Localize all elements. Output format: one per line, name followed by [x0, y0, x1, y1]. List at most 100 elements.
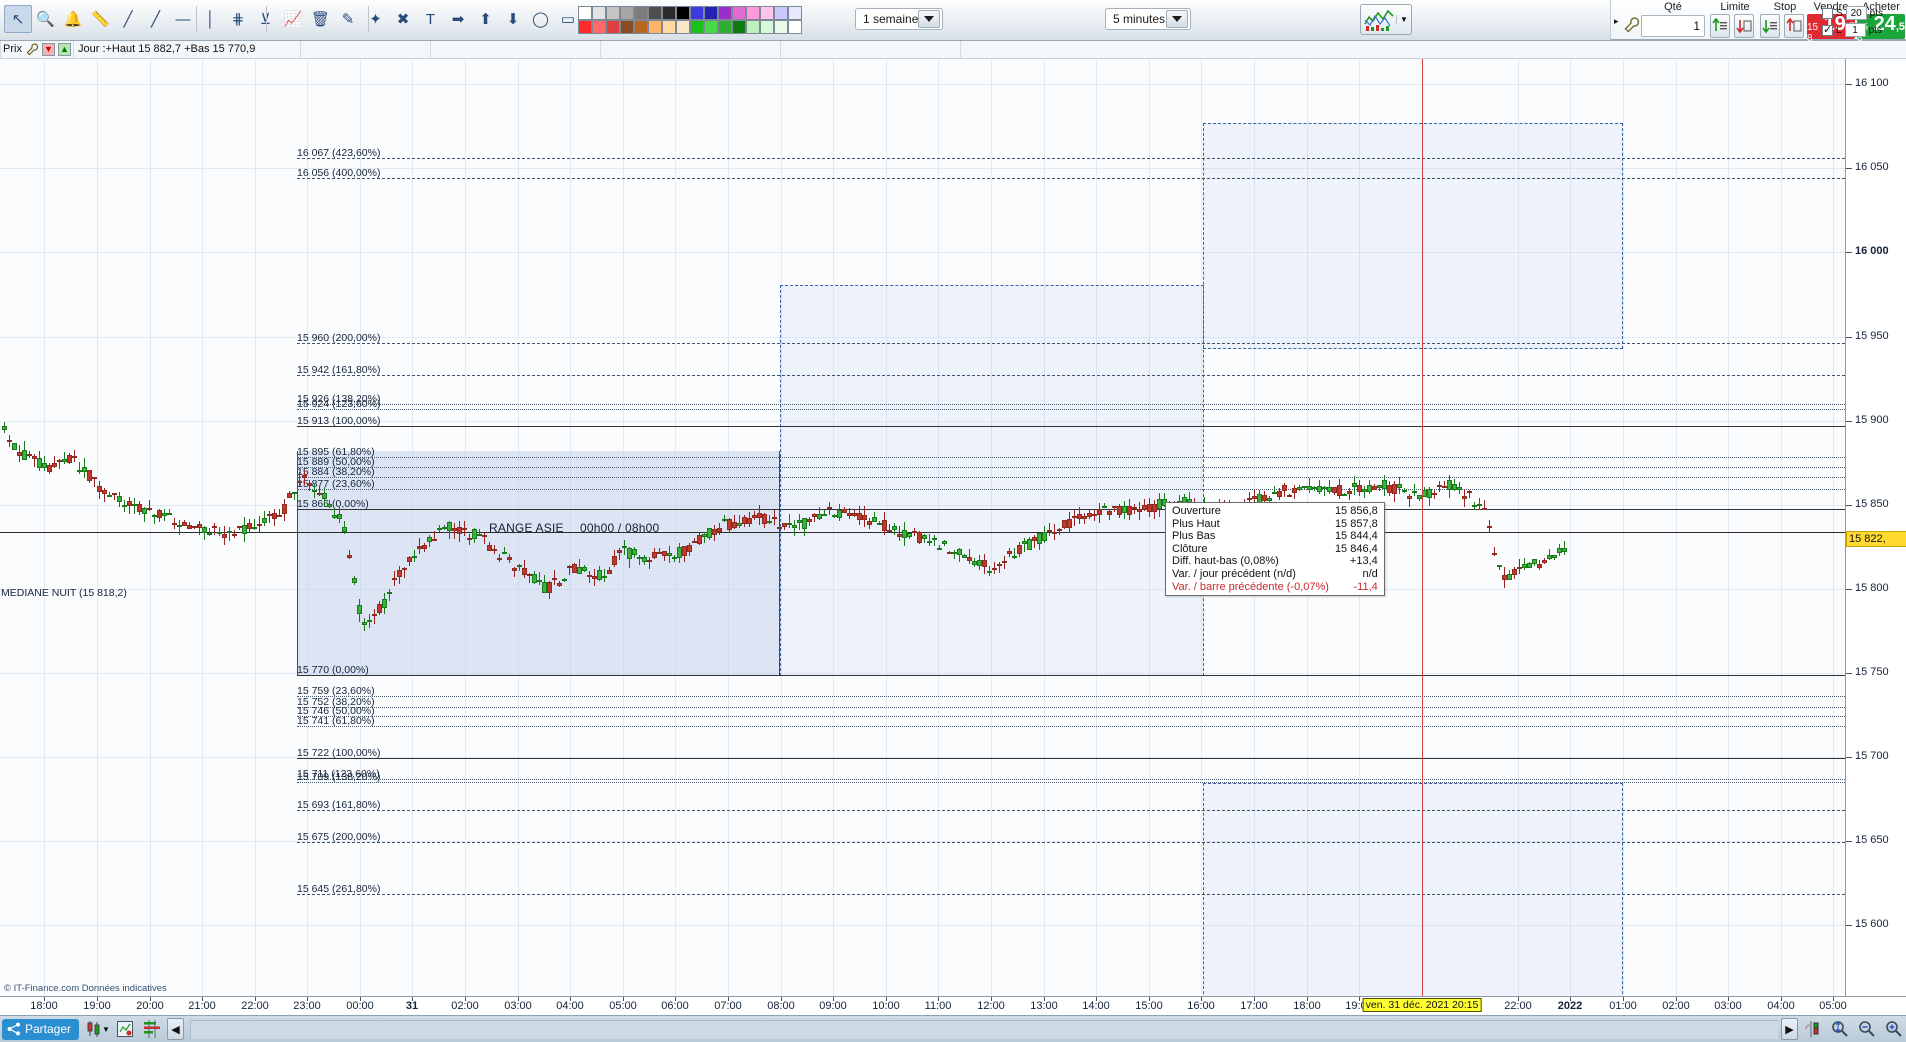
candlestick: [1427, 59, 1432, 996]
zoom-out-icon[interactable]: [1855, 1018, 1879, 1040]
trendline-icon[interactable]: ╱: [142, 5, 170, 33]
limit-points-input[interactable]: 1: [1844, 23, 1866, 37]
candlestick: [832, 59, 837, 996]
candlestick: [1057, 59, 1062, 996]
share-button[interactable]: Partager: [2, 1018, 80, 1040]
arrow-up-icon[interactable]: ⬆: [472, 5, 500, 33]
autoscale-icon[interactable]: [1801, 1018, 1825, 1040]
fibonacci-icon[interactable]: ⋕: [224, 5, 252, 33]
color-swatch[interactable]: [662, 6, 676, 20]
price-chart[interactable]: 16 067 (423,60%) 16 056 (400,00%) 15 960 (…: [0, 59, 1845, 996]
color-swatch[interactable]: [774, 20, 788, 34]
timeframe-dropdown[interactable]: 5 minutes: [1105, 8, 1191, 30]
color-swatch[interactable]: [704, 20, 718, 34]
chevron-down-icon[interactable]: ▼: [102, 1024, 110, 1034]
zoom-in-icon[interactable]: [1882, 1018, 1906, 1040]
candle-wick: [989, 566, 990, 577]
color-swatch[interactable]: [690, 20, 704, 34]
color-swatch[interactable]: [760, 20, 774, 34]
indicator-list-icon[interactable]: [140, 1018, 164, 1040]
candlestick: [1047, 59, 1052, 996]
color-swatch[interactable]: [718, 20, 732, 34]
limit-sell-button[interactable]: [1734, 14, 1754, 38]
color-swatch[interactable]: [592, 6, 606, 20]
color-swatch[interactable]: [718, 6, 732, 20]
text-tool-icon[interactable]: T: [417, 5, 445, 33]
magnifier-icon[interactable]: 🔍: [32, 5, 60, 33]
horizontal-line-icon[interactable]: —: [169, 5, 197, 33]
price-axis[interactable]: 16 100 16 050 16 000 15 950 15 900 15 850 15 8…: [1845, 59, 1906, 996]
stop-points-input[interactable]: 20: [1845, 6, 1867, 20]
cross-lines-icon[interactable]: ✖: [389, 5, 417, 33]
color-swatch[interactable]: [746, 6, 760, 20]
color-swatch[interactable]: [578, 20, 592, 34]
scroll-up-icon[interactable]: ▲: [58, 43, 71, 56]
color-swatch[interactable]: [606, 6, 620, 20]
stop-sell-button[interactable]: [1784, 14, 1804, 38]
stop-checkbox[interactable]: [1822, 7, 1833, 19]
color-swatch[interactable]: [578, 6, 592, 20]
color-swatch[interactable]: [620, 20, 634, 34]
delete-drawing-icon[interactable]: 🗑: [307, 5, 335, 33]
color-swatch[interactable]: [648, 6, 662, 20]
scroll-down-icon[interactable]: ▼: [42, 43, 55, 56]
candle-wick: [254, 519, 255, 530]
fibonacci-label: 15 889 (50,00%): [297, 456, 375, 468]
expand-right-icon[interactable]: ▶: [1781, 1018, 1798, 1040]
color-swatch[interactable]: [788, 6, 802, 20]
channel-icon[interactable]: ⊻: [252, 5, 280, 33]
color-swatch[interactable]: [662, 20, 676, 34]
color-swatch[interactable]: [620, 6, 634, 20]
color-palette[interactable]: [578, 6, 690, 34]
color-swatch[interactable]: [746, 20, 760, 34]
period-dropdown[interactable]: 1 semaine: [855, 8, 943, 30]
chart-settings-icon[interactable]: [113, 1018, 137, 1040]
ruler-icon[interactable]: 📏: [87, 5, 115, 33]
color-swatch[interactable]: [774, 6, 788, 20]
rectangle-icon[interactable]: ▭: [554, 5, 582, 33]
color-swatch[interactable]: [788, 20, 802, 34]
vertical-line-icon[interactable]: │: [197, 5, 225, 33]
color-palette[interactable]: [690, 6, 802, 34]
segment-icon[interactable]: ╱: [114, 5, 142, 33]
chevron-down-icon[interactable]: [918, 10, 940, 28]
color-swatch[interactable]: [690, 6, 704, 20]
ellipse-icon[interactable]: ◯: [527, 5, 555, 33]
color-swatch[interactable]: [676, 20, 690, 34]
color-swatch[interactable]: [732, 6, 746, 20]
fit-screen-icon[interactable]: [1828, 1018, 1852, 1040]
candle-wick: [639, 555, 640, 566]
indicator-chart-button[interactable]: ▼: [1360, 4, 1412, 35]
wrench-icon[interactable]: [1623, 16, 1641, 34]
stop-buy-button[interactable]: [1760, 14, 1780, 38]
candle-wick: [1204, 497, 1205, 504]
color-swatch[interactable]: [634, 6, 648, 20]
color-swatch[interactable]: [648, 20, 662, 34]
chevron-down-icon[interactable]: [1166, 10, 1188, 28]
candle-body: [1557, 547, 1562, 553]
time-axis[interactable]: 18:00 19:00 20:00 21:00 22:00 23:00 00:00 31 02:…: [0, 996, 1906, 1015]
color-swatch[interactable]: [592, 20, 606, 34]
quantity-input[interactable]: 1: [1641, 15, 1705, 37]
limit-buy-button[interactable]: [1710, 14, 1730, 38]
color-swatch[interactable]: [676, 6, 690, 20]
color-swatch[interactable]: [732, 20, 746, 34]
candlestick-style-icon[interactable]: [82, 1018, 106, 1040]
color-swatch[interactable]: [606, 20, 620, 34]
panel-expand-icon[interactable]: ▸: [1614, 16, 1619, 26]
chevron-down-icon[interactable]: ▼: [1396, 15, 1408, 24]
collapse-left-icon[interactable]: ◀: [166, 1018, 184, 1040]
zigzag-icon[interactable]: 📈: [279, 5, 307, 33]
arrow-down-icon[interactable]: ⬇: [499, 5, 527, 33]
move-points-icon[interactable]: ✦: [362, 5, 390, 33]
arrow-right-icon[interactable]: ➡: [444, 5, 472, 33]
cursor-select-icon[interactable]: ↖: [4, 5, 32, 33]
candlestick: [1552, 59, 1557, 996]
eraser-icon[interactable]: ✎: [334, 5, 362, 33]
color-swatch[interactable]: [760, 6, 774, 20]
limit-checkbox[interactable]: [1822, 23, 1833, 36]
wrench-icon[interactable]: [26, 43, 40, 56]
alarm-bell-icon[interactable]: 🔔: [59, 5, 87, 33]
color-swatch[interactable]: [704, 6, 718, 20]
color-swatch[interactable]: [634, 20, 648, 34]
